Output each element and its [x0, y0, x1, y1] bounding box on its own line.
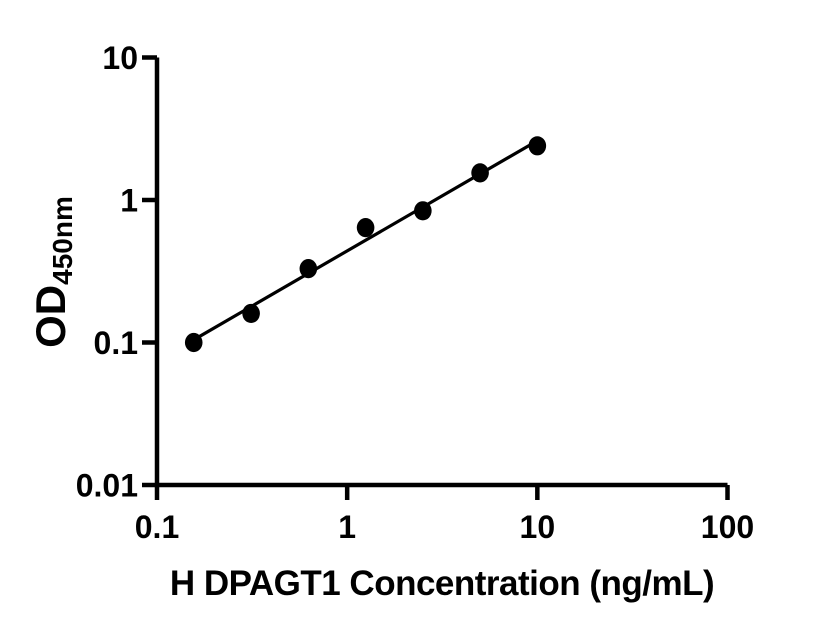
y-axis-title-sub: 450nm — [47, 196, 78, 285]
data-point — [528, 136, 547, 156]
data-point — [471, 163, 489, 183]
data-point — [299, 259, 318, 279]
y-tick-label: 10 — [102, 40, 138, 76]
data-point — [356, 218, 375, 238]
y-tick-label: 0.01 — [76, 468, 138, 504]
y-axis-title: OD450nm — [27, 196, 78, 348]
y-tick-label: 0.1 — [94, 325, 138, 361]
data-point — [414, 201, 432, 221]
y-axis-title-main: OD — [27, 285, 74, 348]
x-tick-label: 100 — [701, 509, 754, 545]
axis-frame — [154, 57, 728, 488]
x-axis-title: H DPAGT1 Concentration (ng/mL) — [170, 564, 714, 603]
x-tick-label: 1 — [338, 509, 356, 545]
data-point — [184, 332, 203, 353]
y-tick-label: 1 — [120, 183, 138, 219]
x-tick-label: 0.1 — [135, 509, 179, 545]
data-point — [242, 303, 260, 324]
plot-area: 10 1 0.1 0.01 0.1 1 10 100 — [76, 40, 754, 545]
x-tick-label: 10 — [520, 509, 556, 545]
